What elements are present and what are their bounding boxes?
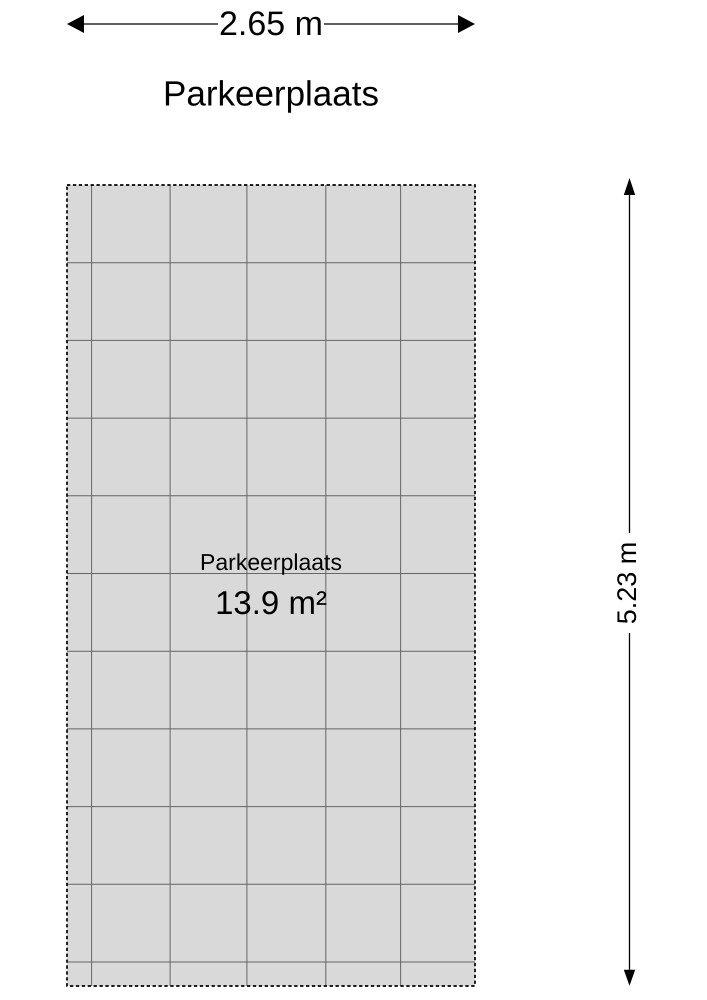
svg-text:Parkeerplaats: Parkeerplaats (200, 549, 342, 575)
svg-text:Parkeerplaats: Parkeerplaats (163, 75, 379, 114)
svg-text:2.65 m: 2.65 m (219, 5, 323, 43)
svg-text:13.9 m²: 13.9 m² (215, 584, 327, 621)
svg-text:5.23 m: 5.23 m (612, 542, 642, 625)
